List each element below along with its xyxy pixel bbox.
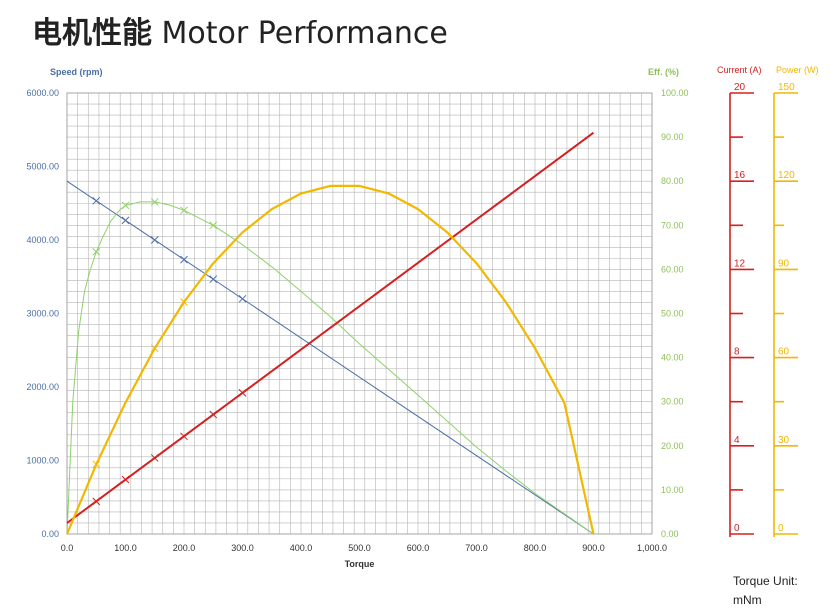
power-marker <box>180 298 188 306</box>
x-tick-label: 900.0 <box>582 543 605 553</box>
speed-tick-label: 4000.00 <box>26 235 59 245</box>
efficiency-tick-label: 20.00 <box>661 441 684 451</box>
x-tick-label: 300.0 <box>231 543 254 553</box>
x-tick-label: 200.0 <box>173 543 196 553</box>
efficiency-tick-label: 90.00 <box>661 132 684 142</box>
power-tick-label: 0 <box>778 523 784 534</box>
grid <box>66 92 653 535</box>
current-tick-label: 12 <box>734 258 746 269</box>
power-axis-label: Power (W) <box>776 65 819 75</box>
speed-tick-label: 2000.00 <box>26 382 59 392</box>
speed-tick-label: 6000.00 <box>26 88 59 98</box>
page-title-en: Motor Performance <box>161 16 448 51</box>
power-marker <box>150 344 159 353</box>
efficiency-marker <box>150 198 159 206</box>
power-tick-label: 60 <box>778 347 790 358</box>
speed-tick-label: 1000.00 <box>26 456 59 466</box>
current-marker <box>238 389 247 397</box>
x-tick-label: 0.0 <box>61 543 74 553</box>
page-title: 电机性能 Motor Performance <box>32 8 448 52</box>
power-line <box>65 184 595 535</box>
efficiency-marker <box>180 206 188 215</box>
power-tick-label: 120 <box>778 170 795 181</box>
current-tick-label: 8 <box>734 347 740 358</box>
power-tick-label: 150 <box>778 82 795 93</box>
torque-unit-value: mNm <box>733 593 762 607</box>
x-tick-label: 100.0 <box>114 543 137 553</box>
x-tick-label: 600.0 <box>407 543 430 553</box>
efficiency-line <box>66 201 594 535</box>
efficiency-tick-label: 70.00 <box>661 220 684 230</box>
speed-marker <box>209 275 218 284</box>
x-tick-label: 400.0 <box>290 543 313 553</box>
efficiency-axis-label: Eff. (%) <box>648 67 679 77</box>
power-marker <box>92 460 101 469</box>
power-tick-label: 30 <box>778 435 790 446</box>
speed-tick-label: 3000.00 <box>26 309 59 319</box>
x-tick-label: 1,000.0 <box>637 543 667 553</box>
current-marker <box>150 454 159 462</box>
current-tick-label: 4 <box>734 435 740 446</box>
speed-tick-label: 5000.00 <box>26 162 59 172</box>
current-tick-label: 16 <box>734 170 746 181</box>
speed-tick-label: 0.00 <box>41 529 59 539</box>
x-tick-label: 800.0 <box>524 543 547 553</box>
efficiency-tick-label: 10.00 <box>661 485 684 495</box>
current-tick-label: 0 <box>734 523 740 534</box>
current-tick-label: 20 <box>734 82 746 93</box>
x-tick-label: 500.0 <box>348 543 371 553</box>
current-axis-label: Current (A) <box>717 65 762 75</box>
axes-layer: 0.001000.002000.003000.004000.005000.006… <box>26 65 818 569</box>
current-marker <box>180 432 188 441</box>
x-axis-label: Torque <box>345 559 375 569</box>
speed-marker <box>180 255 188 264</box>
torque-unit-note: Torque Unit: mNm <box>733 572 823 610</box>
torque-unit-label: Torque Unit: <box>733 574 798 588</box>
efficiency-marker <box>121 201 130 210</box>
efficiency-tick-label: 50.00 <box>661 309 684 319</box>
series-layer <box>65 131 595 535</box>
current-line <box>66 131 595 524</box>
current-marker <box>92 497 101 506</box>
efficiency-tick-label: 80.00 <box>661 176 684 186</box>
speed-axis-label: Speed (rpm) <box>50 67 103 77</box>
current-marker <box>209 410 218 419</box>
speed-marker <box>121 216 130 225</box>
efficiency-tick-label: 0.00 <box>661 529 679 539</box>
efficiency-tick-label: 60.00 <box>661 264 684 274</box>
speed-marker <box>92 196 101 205</box>
efficiency-tick-label: 100.00 <box>661 88 689 98</box>
efficiency-marker <box>209 221 218 230</box>
current-marker <box>121 475 130 484</box>
speed-marker <box>238 294 247 303</box>
efficiency-tick-label: 40.00 <box>661 353 684 363</box>
plot-border <box>66 92 653 535</box>
efficiency-marker <box>92 247 101 256</box>
efficiency-tick-label: 30.00 <box>661 397 684 407</box>
x-tick-label: 700.0 <box>465 543 488 553</box>
page-title-cn: 电机性能 <box>32 16 152 51</box>
power-tick-label: 90 <box>778 258 790 269</box>
speed-marker <box>150 236 159 244</box>
